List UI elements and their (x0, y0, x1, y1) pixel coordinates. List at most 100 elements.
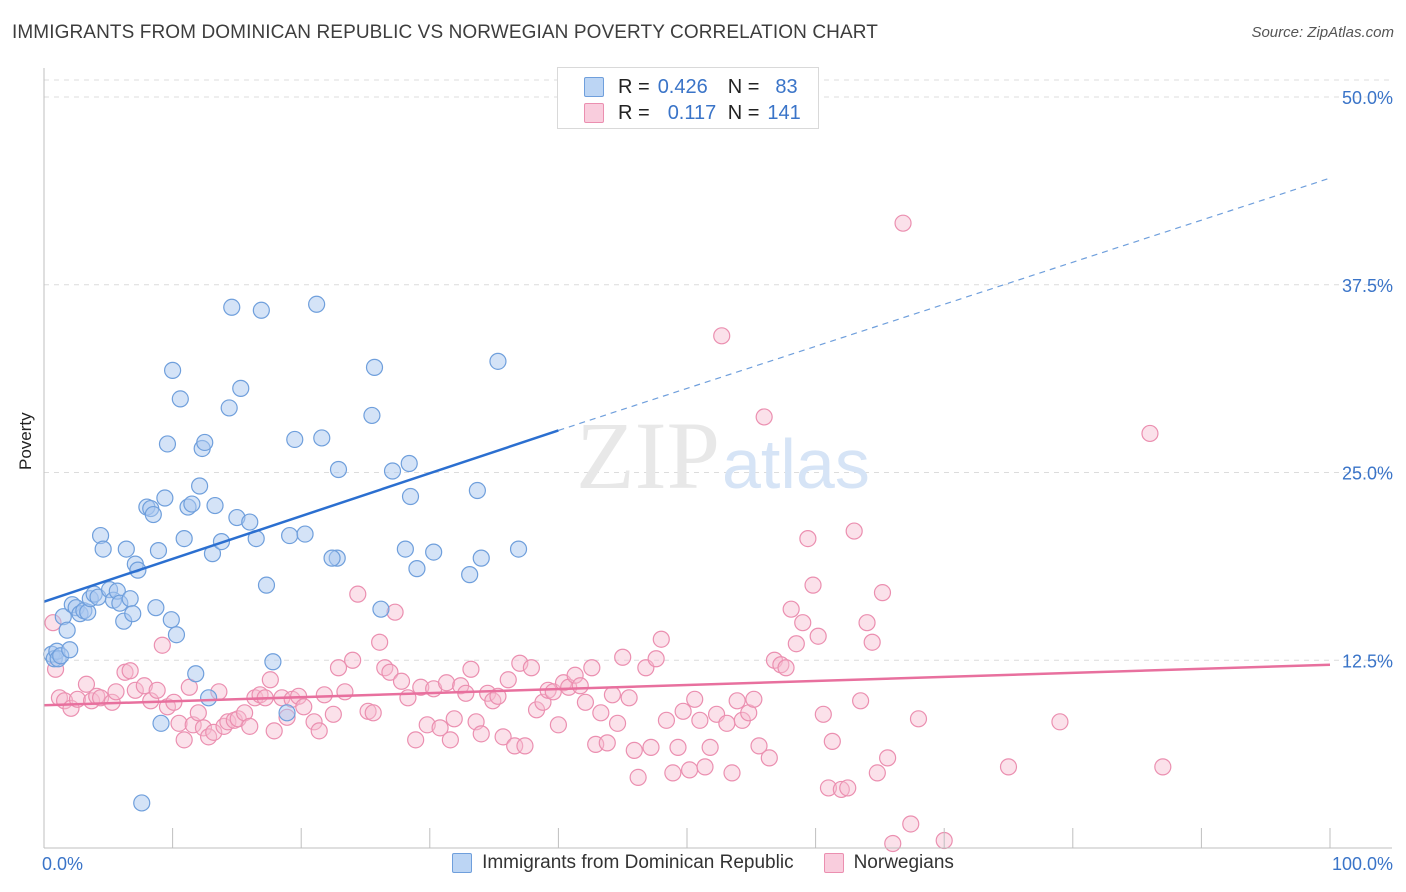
norwegian-point (392, 672, 411, 690)
dominican-points (43, 295, 528, 812)
dominican-point (158, 435, 177, 453)
norwegian-point (148, 681, 166, 699)
norwegian-point (686, 690, 704, 708)
dominican-point (232, 379, 250, 397)
norwegian-point (135, 677, 153, 695)
norwegian-point (814, 705, 832, 723)
norwegian-point (205, 723, 223, 741)
legend-item-norwegians[interactable]: Norwegians (823, 852, 954, 874)
norwegian-point (445, 710, 463, 728)
dominican-point (472, 549, 490, 567)
norwegian-point (494, 728, 512, 746)
x-tick-label-max: 100.0% (1332, 854, 1393, 874)
axis-layer: 12.5% 25.0% 37.5% 50.0% 0.0% 100.0% (42, 68, 1393, 874)
dominican-point (117, 540, 135, 558)
norwegian-point (832, 780, 850, 799)
norwegian-point (652, 630, 670, 648)
norwegian-point (571, 677, 589, 695)
dominican-point (329, 460, 348, 479)
norwegian-point (107, 683, 125, 701)
norwegian-point (336, 683, 354, 701)
trend-lines (43, 177, 1331, 707)
norwegian-point (680, 761, 699, 779)
dominican-point (401, 487, 420, 506)
norwegian-point (418, 716, 436, 734)
norwegian-point (603, 686, 622, 704)
dominican-point (121, 590, 139, 608)
norwegian-point (691, 711, 709, 729)
dominican-point (171, 390, 189, 408)
dominican-point (383, 462, 402, 480)
dominican-point (308, 295, 326, 313)
dominican-point (149, 542, 168, 560)
norwegian-point (219, 713, 237, 731)
norwegian-trend-line (43, 663, 1331, 707)
norwegian-point (868, 764, 886, 782)
dominican-point (124, 605, 142, 623)
norwegian-point (189, 704, 207, 722)
dominican-point (313, 429, 331, 447)
norwegian-point (629, 768, 647, 787)
norwegian-point (407, 731, 425, 749)
norwegian-point (516, 737, 534, 755)
y-tick-label: 37.5% (1342, 276, 1393, 296)
legend-r-label: R = (618, 101, 650, 124)
dominican-point (296, 525, 314, 543)
norwegian-point (777, 659, 795, 677)
norwegian-point (583, 659, 601, 677)
norwegian-point (787, 635, 805, 653)
dominican-point (167, 626, 186, 644)
norwegian-point (1141, 424, 1159, 443)
norwegian-point (745, 690, 763, 708)
norwegian-point (804, 576, 822, 594)
norwegian-point (305, 713, 323, 731)
dominican-point (323, 549, 341, 567)
legend-n-value: 141 (767, 101, 801, 124)
dominican-point (281, 526, 299, 545)
norwegian-point (879, 749, 897, 767)
norwegian-point (809, 627, 827, 645)
norwegian-point (799, 529, 817, 548)
dominican-point (278, 704, 296, 722)
dominican-point (220, 399, 238, 417)
dominican-point (191, 477, 209, 495)
norwegian-point (1051, 713, 1069, 731)
norwegian-point (884, 834, 902, 853)
dominican-point (252, 301, 270, 319)
dominican-point (372, 600, 390, 618)
dominican-point (196, 433, 214, 452)
dominican-point (223, 298, 241, 316)
dominican-point (61, 641, 79, 659)
norwegian-point (620, 689, 638, 707)
dominican-point (133, 794, 151, 812)
legend-item-dominican[interactable]: Immigrants from Dominican Republic (452, 852, 794, 874)
watermark-zip: ZIP (576, 402, 720, 509)
norwegian-point (126, 681, 144, 699)
legend-swatch-norwegians (823, 853, 844, 873)
norwegian-point (349, 585, 367, 603)
norwegian-point (664, 764, 682, 782)
norwegian-point (324, 705, 342, 723)
dominican-point (286, 430, 304, 449)
dominican-point (152, 714, 170, 732)
norwegian-point (265, 722, 283, 740)
legend-r-label: R = (618, 75, 650, 98)
dominican-point (200, 689, 218, 707)
chart-title: IMMIGRANTS FROM DOMINICAN REPUBLIC VS NO… (12, 22, 878, 43)
norwegian-point (760, 749, 778, 767)
correlation-legend: R = 0.426 N = 83 R = 0.117 N = 141 (557, 67, 819, 129)
norwegian-point (858, 614, 876, 632)
norwegian-point (499, 671, 517, 689)
norwegian-point (839, 779, 857, 797)
legend-swatch-dominican (452, 853, 473, 873)
dominican-point (257, 576, 276, 594)
norwegian-point (674, 702, 692, 720)
dominican-point (396, 540, 414, 558)
norwegian-point (873, 584, 892, 602)
norwegian-point (194, 719, 213, 737)
dominican-point (147, 599, 165, 617)
norwegian-point (794, 614, 812, 632)
dominican-point (400, 454, 418, 473)
norwegian-point (344, 651, 362, 669)
norwegian-point (845, 522, 863, 540)
